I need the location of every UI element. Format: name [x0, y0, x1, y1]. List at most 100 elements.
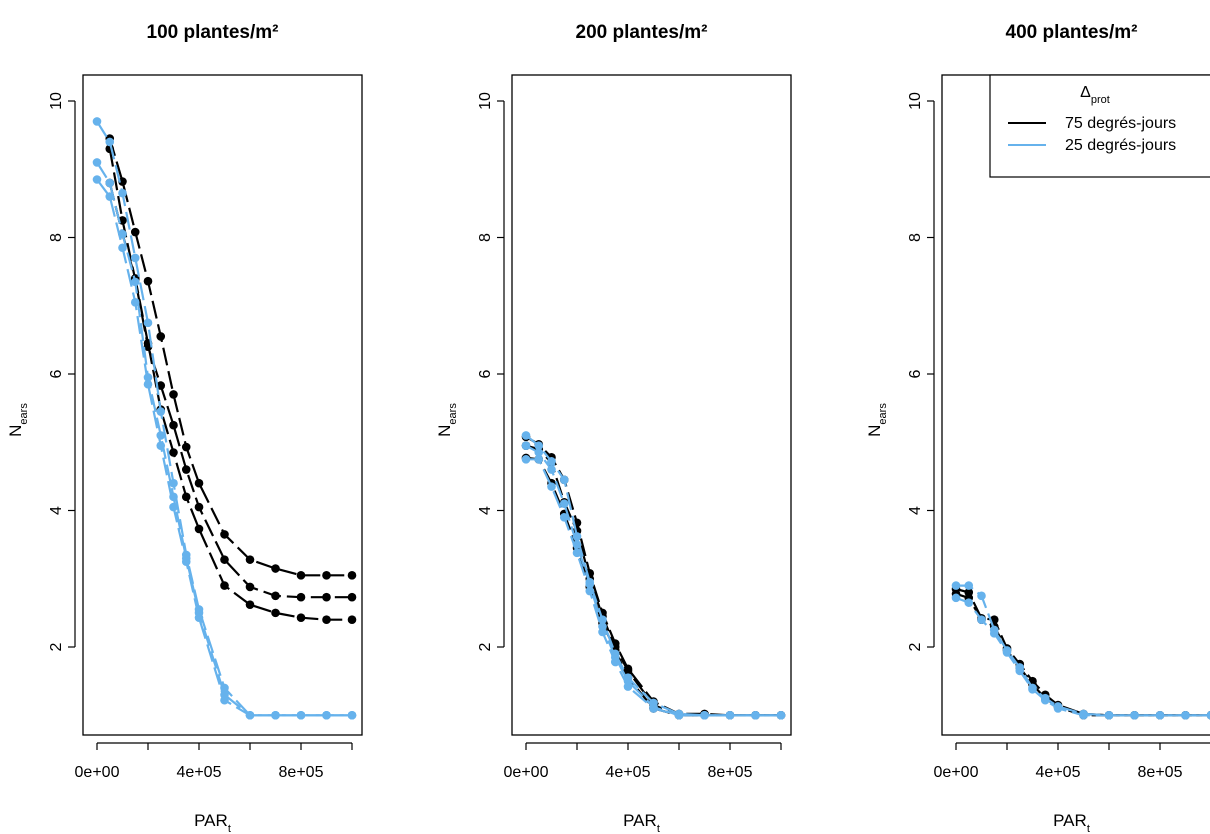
chart-panel-1: 100 plantes/m² 0e+00 4e+05 8e+05 2 4 6 8 10 PARt N… — [6, 22, 363, 834]
x-axis-label: PARt — [623, 811, 660, 834]
data-point — [271, 564, 280, 573]
data-point — [1104, 710, 1114, 720]
series-line — [96, 161, 352, 717]
series-line — [525, 456, 781, 717]
data-point — [169, 390, 178, 399]
data-point — [92, 117, 102, 126]
chart-title: 200 plantes/m² — [576, 22, 708, 43]
y-tick-label: 6 — [907, 369, 924, 378]
legend-label: 25 degrés-jours — [1065, 137, 1176, 154]
x-tick-label: 0e+00 — [934, 764, 979, 781]
data-point — [598, 627, 607, 637]
data-point — [989, 629, 999, 638]
data-point — [181, 492, 191, 502]
y-tick-label: 4 — [477, 506, 494, 515]
data-point — [296, 613, 306, 622]
data-point — [169, 420, 178, 430]
x-tick-label: 8e+05 — [708, 764, 753, 781]
data-point — [271, 710, 280, 720]
data-point — [220, 555, 229, 564]
data-point — [521, 431, 531, 440]
data-point — [181, 442, 191, 452]
y-axis-label: Nears — [865, 403, 889, 437]
data-point — [347, 615, 357, 624]
data-point — [1015, 666, 1025, 676]
y-tick-label: 8 — [477, 233, 494, 242]
series-line — [955, 587, 1210, 717]
y-tick-label: 2 — [907, 642, 924, 651]
data-point — [156, 407, 166, 416]
legend: Δprot 75 degrés-jours 25 degrés-jours — [989, 74, 1210, 178]
data-point — [92, 175, 102, 184]
data-point — [1040, 695, 1050, 705]
data-point — [130, 253, 140, 263]
data-point — [130, 227, 140, 237]
data-point — [296, 710, 306, 720]
data-point — [1028, 685, 1037, 694]
x-axis-label: PARt — [1053, 811, 1090, 834]
plot-frame — [82, 74, 363, 736]
data-point — [347, 710, 357, 720]
data-point — [143, 379, 153, 389]
data-point — [559, 513, 569, 522]
y-tick-label: 10 — [48, 92, 65, 110]
data-point — [245, 582, 255, 592]
data-point — [1155, 710, 1165, 720]
data-point — [245, 600, 255, 609]
data-point — [169, 502, 178, 512]
data-point — [964, 581, 974, 590]
data-point — [534, 455, 544, 464]
data-point — [156, 381, 166, 390]
data-point — [296, 571, 306, 580]
data-point — [194, 613, 204, 622]
data-point — [220, 695, 229, 705]
data-point — [105, 178, 115, 188]
data-point — [156, 332, 166, 341]
data-point — [674, 710, 684, 720]
data-point — [118, 188, 127, 198]
data-point — [322, 571, 331, 580]
data-point — [194, 524, 204, 534]
y-tick-label: 4 — [907, 506, 924, 515]
x-tick-label: 8e+05 — [279, 764, 324, 781]
series-line — [108, 182, 352, 621]
legend-label: 75 degrés-jours — [1065, 115, 1176, 132]
data-point — [534, 441, 544, 450]
data-point — [194, 478, 204, 488]
data-point — [322, 615, 331, 624]
x-tick-label: 0e+00 — [504, 764, 549, 781]
plot-frame — [511, 74, 792, 736]
data-point — [649, 704, 658, 713]
series-line — [525, 444, 781, 717]
data-point — [169, 448, 178, 457]
data-point — [977, 591, 986, 601]
data-point — [700, 710, 709, 720]
data-point — [610, 657, 620, 667]
data-point — [347, 571, 357, 580]
x-tick-label: 0e+00 — [75, 764, 120, 781]
data-point — [725, 710, 735, 720]
data-point — [143, 276, 153, 286]
x-tick-label: 4e+05 — [177, 764, 222, 781]
x-tick-label: 4e+05 — [606, 764, 651, 781]
data-point — [194, 502, 204, 512]
data-point — [296, 592, 306, 602]
data-point — [105, 192, 115, 201]
data-point — [156, 441, 166, 450]
data-point — [547, 465, 556, 474]
data-point — [245, 710, 255, 720]
data-point — [105, 137, 115, 147]
data-point — [547, 482, 556, 491]
data-point — [130, 277, 140, 287]
data-point — [322, 592, 331, 602]
data-point — [181, 557, 191, 566]
data-point — [322, 710, 331, 720]
data-point — [347, 592, 357, 602]
data-point — [977, 615, 986, 624]
data-point — [751, 710, 760, 720]
y-tick-label: 8 — [907, 233, 924, 242]
y-tick-label: 8 — [48, 233, 65, 242]
series-line — [96, 120, 352, 717]
data-point — [534, 448, 544, 457]
legend-title: Δprot — [1080, 84, 1110, 106]
